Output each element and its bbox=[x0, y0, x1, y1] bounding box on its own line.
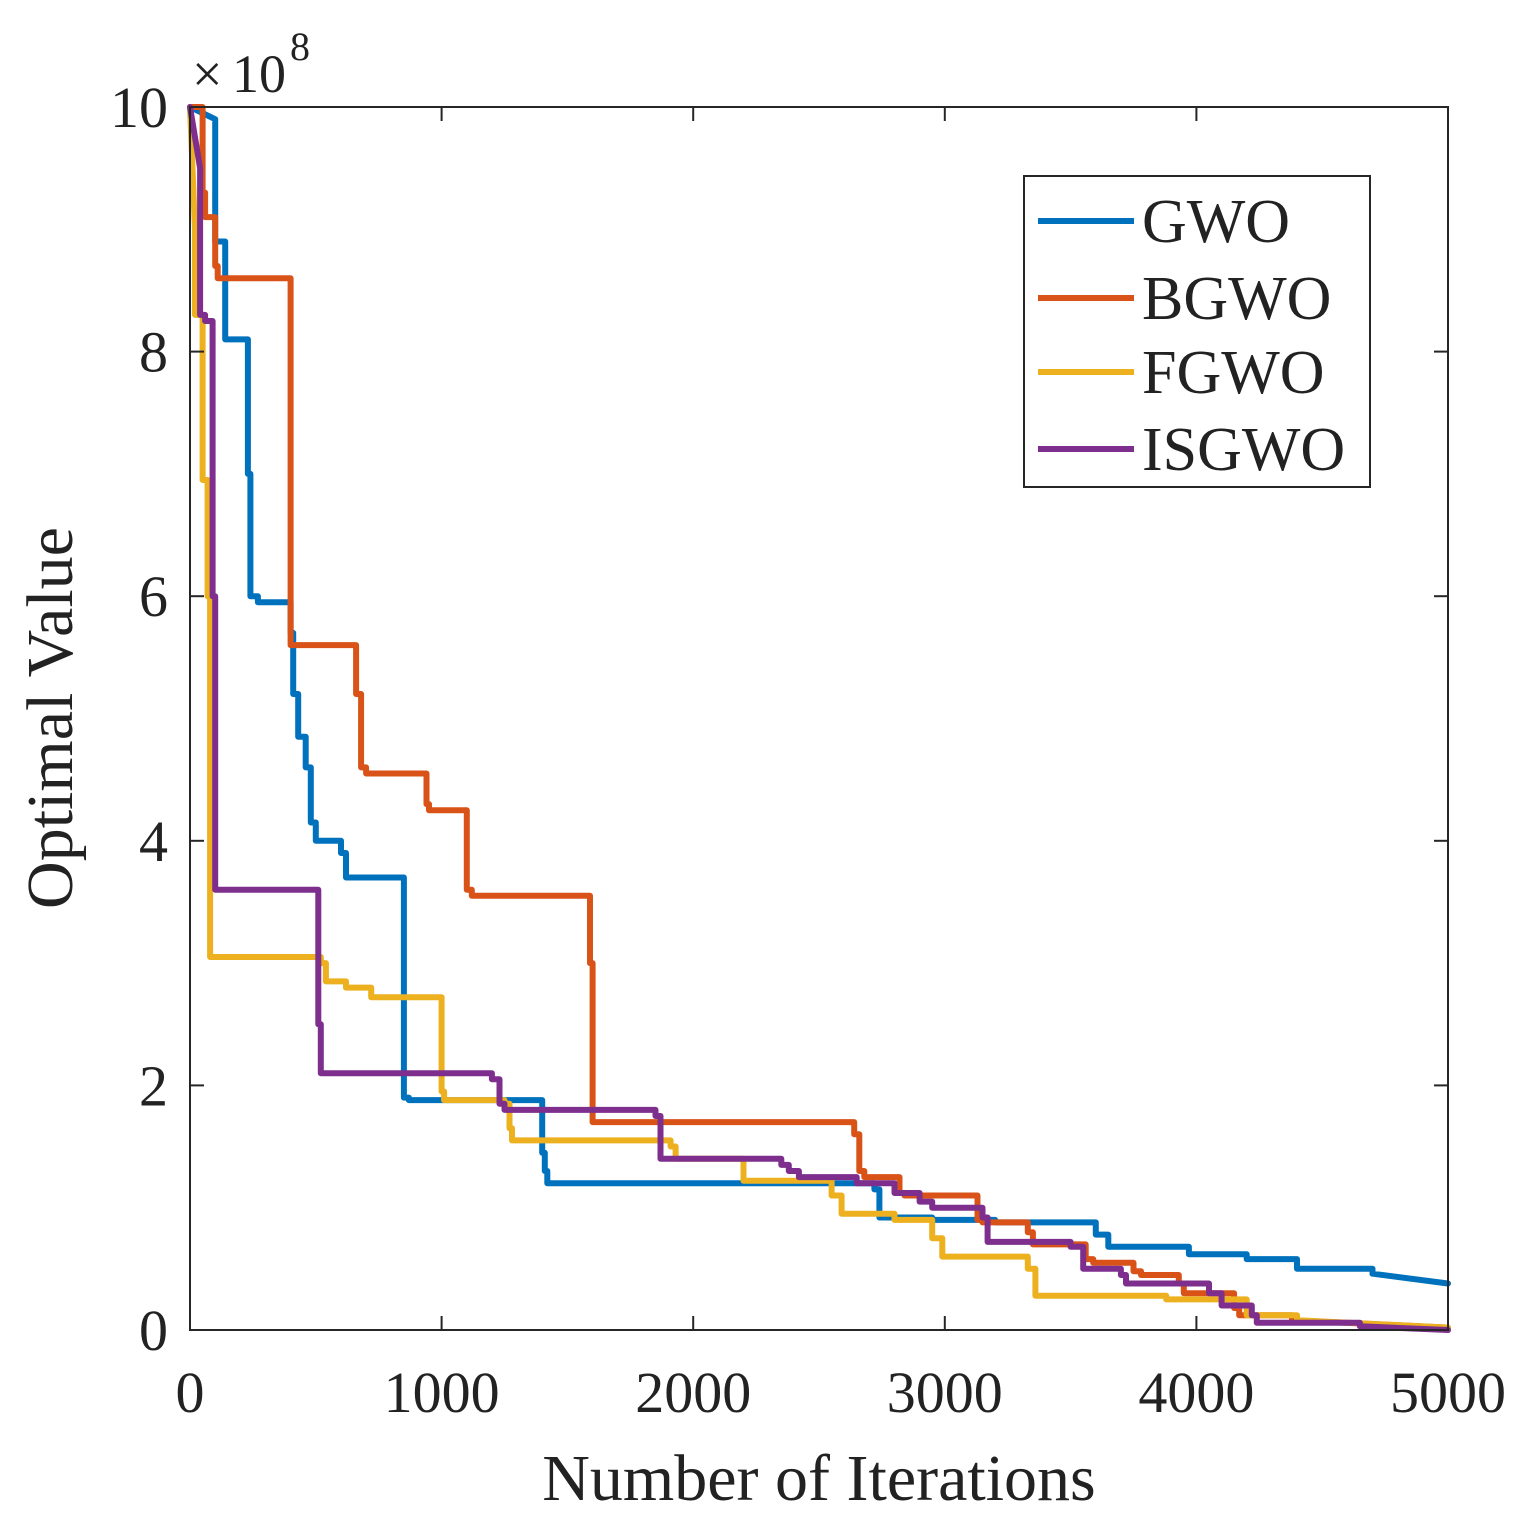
y-exponent-power: 8 bbox=[290, 24, 310, 69]
y-exponent: × 10 8 bbox=[192, 24, 310, 104]
legend-label: ISGWO bbox=[1142, 416, 1345, 484]
y-tick-label: 2 bbox=[139, 1053, 168, 1118]
legend-entry-isgwo: ISGWO bbox=[1038, 416, 1345, 484]
legend-box bbox=[1023, 175, 1371, 488]
legend-label: BGWO bbox=[1142, 265, 1331, 333]
y-tick-label: 0 bbox=[139, 1298, 168, 1363]
y-tick-label: 8 bbox=[139, 320, 168, 385]
y-exponent-prefix: × bbox=[192, 44, 222, 104]
y-tick-label: 6 bbox=[139, 564, 168, 629]
series-line-isgwo bbox=[187, 104, 1451, 1333]
legend-label: FGWO bbox=[1142, 339, 1325, 407]
x-tick-label: 2000 bbox=[635, 1360, 751, 1425]
x-tick-label: 1000 bbox=[384, 1360, 500, 1425]
y-exponent-base: 10 bbox=[232, 44, 286, 104]
legend-entry-bgwo: BGWO bbox=[1038, 265, 1331, 333]
legend-label: GWO bbox=[1142, 188, 1290, 256]
x-tick-label: 4000 bbox=[1138, 1360, 1254, 1425]
axes-box bbox=[189, 106, 1449, 1331]
y-tick-label: 4 bbox=[139, 809, 168, 874]
y-axis-label: Optimal Value bbox=[14, 527, 87, 909]
x-tick-label: 0 bbox=[176, 1360, 205, 1425]
x-axis-label: Number of Iterations bbox=[542, 1442, 1096, 1515]
x-tick-label: 3000 bbox=[887, 1360, 1003, 1425]
series-layer bbox=[187, 104, 1451, 1333]
tick-layer: 0 1000 2000 3000 4000 5000 0 2 4 6 8 10 bbox=[110, 75, 1506, 1425]
series-line-bgwo bbox=[187, 104, 1451, 1331]
y-tick-label: 10 bbox=[110, 75, 168, 140]
series-line-gwo bbox=[187, 104, 1451, 1287]
legend-entry-fgwo: FGWO bbox=[1038, 339, 1325, 407]
x-tick-label: 5000 bbox=[1390, 1360, 1506, 1425]
legend-entry-gwo: GWO bbox=[1038, 188, 1290, 256]
